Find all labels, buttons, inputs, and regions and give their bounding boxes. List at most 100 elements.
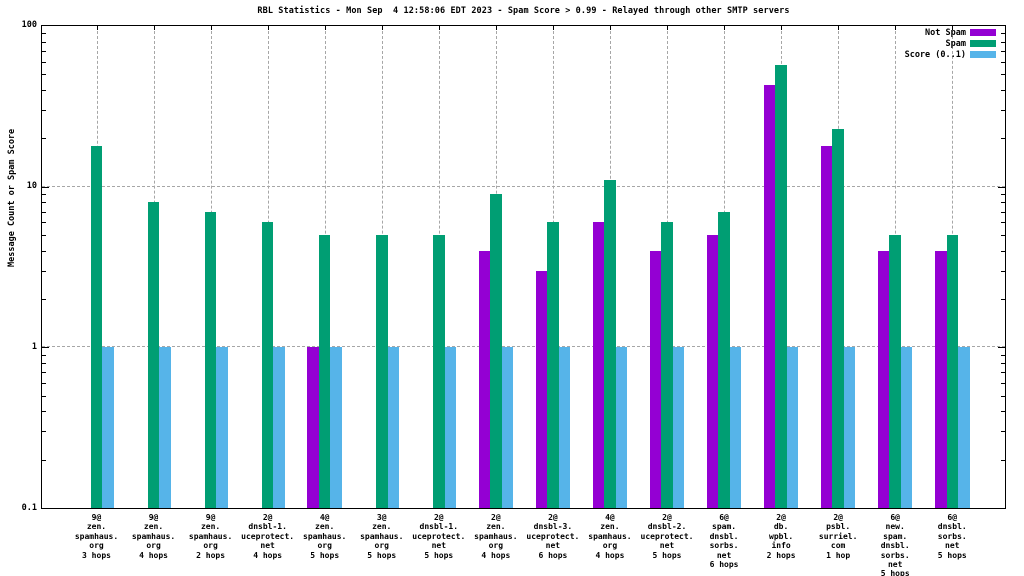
x-axis-label-line: dnsbl. <box>937 522 967 532</box>
bar-spam-1 <box>147 202 160 508</box>
x-axis-label-line: 4 hops <box>139 550 168 560</box>
y-minor-tick <box>1001 395 1005 397</box>
bar-score-9 <box>615 347 628 508</box>
x-axis-label-line: 3 hops <box>82 550 111 560</box>
y-minor-tick <box>1001 250 1005 252</box>
bar-spam-5 <box>376 235 388 508</box>
x-tick-top <box>781 26 783 30</box>
x-axis-label-4: 4@ zen. spamhaus. org 5 hops <box>280 513 370 560</box>
x-axis-label-line: dnsbl-1. <box>419 522 459 532</box>
y-minor-tick <box>1001 222 1005 224</box>
plot-area <box>41 25 1006 509</box>
bar-not-spam-11 <box>706 235 719 508</box>
x-tick-top <box>495 26 497 30</box>
x-axis-label-10: 2@ dnsbl-2. uceprotect. net 5 hops <box>622 513 712 560</box>
x-axis-label-line: net <box>887 560 903 570</box>
gridline-y-10 <box>42 185 1005 187</box>
x-tick-top <box>952 26 954 30</box>
legend-label-spam: Spam <box>945 38 966 49</box>
bar-score-4 <box>330 347 342 508</box>
bar-score-12 <box>786 347 799 508</box>
bar-spam-13 <box>832 128 844 508</box>
y-minor-tick <box>42 382 46 384</box>
y-minor-tick <box>42 222 46 224</box>
x-axis-label-line: org <box>146 541 161 551</box>
bar-spam-3 <box>261 222 274 508</box>
x-axis-label-3: 2@ dnsbl-1. uceprotect. net 4 hops <box>223 513 313 560</box>
x-tick-top <box>838 26 840 30</box>
x-axis-label-line: spamhaus. <box>303 531 347 541</box>
bar-not-spam-15 <box>935 250 947 508</box>
x-axis-label-line: spamhaus. <box>588 531 632 541</box>
x-axis-label-line: net <box>260 541 275 551</box>
x-axis-label-line: dnsbl. <box>880 541 910 551</box>
x-axis-label-line: 2@ <box>491 513 501 522</box>
x-axis-label-line: 6@ <box>947 513 958 522</box>
x-axis-label-line: 5 hops <box>367 550 397 560</box>
y-minor-tick <box>1001 33 1005 35</box>
x-axis-labels: 9@ zen. spamhaus. org 3 hops 9@ zen. spamhaus. o… <box>42 513 1007 576</box>
bar-spam-8 <box>547 222 559 508</box>
x-axis-label-line: dnsbl-1. <box>248 522 287 532</box>
bar-score-11 <box>729 347 742 508</box>
legend-swatch-spam <box>970 40 996 47</box>
x-axis-label-line: org <box>374 541 389 551</box>
x-axis-label-line: 9@ <box>91 513 102 522</box>
y-major-tick <box>42 186 49 188</box>
x-axis-label-line: 5 hops <box>424 550 454 560</box>
y-minor-tick <box>42 50 46 52</box>
x-tick-top <box>153 26 155 30</box>
y-minor-tick <box>42 298 46 300</box>
y-minor-tick <box>42 362 46 364</box>
x-axis-label-line: zen. <box>200 522 221 532</box>
x-axis-label-line: 5 hops <box>310 550 340 560</box>
y-tick-label-100: 100 <box>21 20 37 30</box>
x-axis-label-line: 6 hops <box>538 550 568 560</box>
x-axis-label-15: 6@ dnsbl. sorbs. net 5 hops <box>907 513 997 560</box>
legend-label-not-spam: Not Spam <box>925 27 966 38</box>
y-major-tick <box>42 347 49 349</box>
x-axis-label-line: 4 hops <box>481 550 511 560</box>
bar-spam-4 <box>318 235 331 508</box>
x-axis-label-line: sorbs. <box>709 541 739 551</box>
y-minor-tick <box>1001 138 1005 140</box>
legend-entry-not-spam: Not Spam <box>905 27 996 38</box>
x-axis-label-line: 4@ <box>319 513 330 522</box>
x-axis-label-line: zen. <box>86 522 107 532</box>
x-axis-label-line: dnsbl. <box>709 531 739 541</box>
y-tick-label-10: 10 <box>26 181 37 191</box>
bar-spam-12 <box>775 65 787 508</box>
bar-score-0 <box>102 347 114 508</box>
x-tick-top <box>324 26 326 30</box>
x-axis-label-line: spamhaus. <box>74 531 119 541</box>
bar-not-spam-8 <box>535 270 548 508</box>
x-axis-label-12: 2@ db. wpbl. info 2 hops <box>736 513 826 560</box>
bar-spam-0 <box>90 145 103 508</box>
bar-spam-11 <box>718 211 730 508</box>
x-axis-label-11: 6@ spam. dnsbl. sorbs. net 6 hops <box>679 513 769 569</box>
x-axis-label-line: 2@ <box>262 513 273 522</box>
y-minor-tick <box>42 202 46 204</box>
x-axis-label-line: wpbl. <box>769 531 794 541</box>
y-minor-tick <box>1001 362 1005 364</box>
y-minor-tick <box>42 89 46 91</box>
y-minor-tick <box>42 194 46 196</box>
y-major-tick <box>998 347 1005 349</box>
legend-entry-spam: Spam <box>905 38 996 49</box>
x-axis-label-line: org <box>488 541 504 551</box>
y-minor-tick <box>1001 382 1005 384</box>
x-axis-label-line: net <box>431 541 447 551</box>
x-axis-label-2: 9@ zen. spamhaus. org 2 hops <box>166 513 256 560</box>
x-tick-top <box>609 26 611 30</box>
x-axis-label-line: 9@ <box>205 513 216 522</box>
x-axis-label-line: net <box>716 550 732 560</box>
x-axis-label-6: 2@ dnsbl-1. uceprotect. net 5 hops <box>394 513 484 560</box>
y-minor-tick <box>1001 411 1005 413</box>
x-axis-label-line: psbl. <box>826 522 851 532</box>
y-minor-tick <box>1001 211 1005 213</box>
x-tick-top <box>667 26 668 30</box>
bar-not-spam-12 <box>763 84 776 508</box>
x-axis-label-line: 9@ <box>148 513 159 522</box>
x-axis-label-line: 5 hops <box>652 550 682 560</box>
